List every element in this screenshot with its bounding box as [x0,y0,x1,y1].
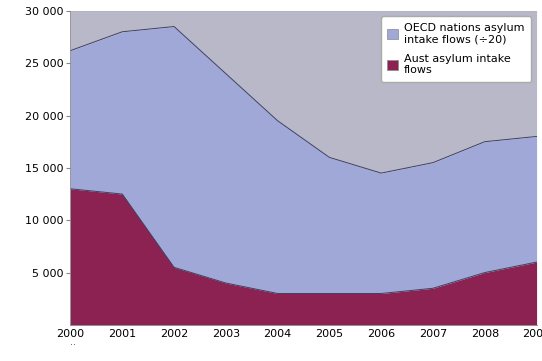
Legend: OECD nations asylum
intake flows (÷20), Aust asylum intake
flows: OECD nations asylum intake flows (÷20), … [380,16,531,82]
Text: ..: .. [70,338,76,348]
